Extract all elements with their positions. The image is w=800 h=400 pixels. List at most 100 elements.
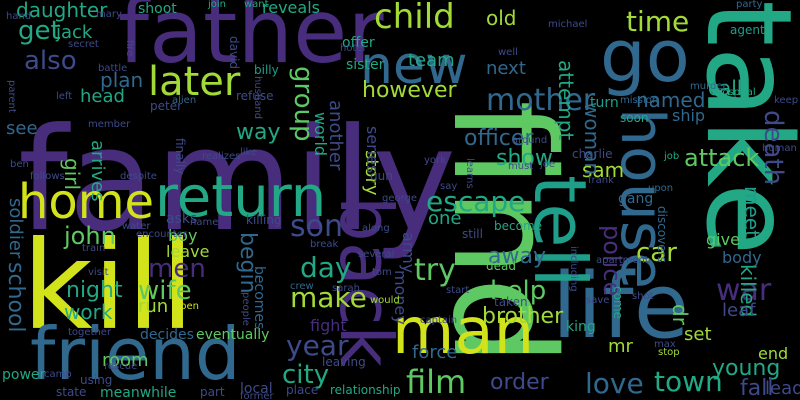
cloud-word: day (300, 251, 352, 284)
cloud-word: come (611, 286, 625, 320)
cloud-word: woman (580, 102, 604, 176)
cloud-word: george (382, 193, 418, 204)
cloud-word: hotel (340, 43, 366, 54)
cloud-word: see (6, 118, 38, 139)
cloud-word: sam (582, 158, 625, 182)
cloud-word: later (148, 59, 241, 105)
cloud-word: several (358, 249, 395, 260)
cloud-word: want (244, 0, 269, 10)
cloud-word: gang (618, 191, 654, 207)
cloud-word: wife (138, 276, 192, 306)
cloud-word: leaving (322, 355, 366, 369)
cloud-word: become (494, 219, 543, 233)
cloud-word: leaf (722, 300, 756, 321)
cloud-word: life (552, 254, 690, 359)
cloud-word: force (412, 342, 458, 363)
cloud-word: work (64, 300, 113, 324)
cloud-word: way (236, 120, 281, 145)
cloud-word: year (286, 329, 349, 362)
cloud-word: boy (168, 226, 198, 245)
cloud-word: story (361, 150, 382, 196)
cloud-word: still (462, 227, 483, 241)
cloud-word: finally (173, 138, 187, 175)
cloud-word: run (138, 296, 169, 317)
cloud-word: discovers (655, 206, 669, 263)
cloud-word: state (56, 385, 87, 399)
cloud-word: murder (690, 81, 727, 92)
cloud-word: crew (290, 281, 314, 292)
cloud-word: hospital (716, 87, 756, 98)
cloud-word: police (598, 225, 626, 297)
cloud-word: hand (6, 11, 32, 22)
cloud-word: fight (310, 316, 347, 335)
cloud-word: ben (10, 159, 29, 170)
cloud-word: killing (246, 213, 282, 227)
cloud-word: joe (540, 159, 556, 170)
cloud-word: encounter (136, 229, 187, 240)
cloud-word: begin (235, 232, 260, 294)
cloud-word: mary (96, 9, 122, 20)
cloud-word: mission (620, 95, 659, 106)
cloud-word: around (512, 135, 548, 146)
cloud-word: jack (56, 22, 93, 43)
cloud-word: house (607, 108, 677, 289)
cloud-word: keep (774, 95, 799, 106)
cloud-word: people (240, 292, 251, 326)
cloud-word: fire (124, 40, 135, 57)
cloud-word: name (190, 217, 219, 228)
cloud-word: parent (6, 80, 17, 113)
cloud-word: attempt (554, 60, 578, 141)
cloud-word: take (680, 0, 800, 256)
cloud-word: along (362, 223, 390, 234)
cloud-word: also (24, 46, 77, 76)
cloud-word: sister (346, 57, 385, 73)
cloud-word: realizes (202, 151, 241, 162)
cloud-word: night (66, 278, 123, 303)
cloud-word: money (391, 270, 410, 325)
cloud-word: one (428, 208, 462, 229)
cloud-word: group (288, 66, 318, 142)
cloud-word: alien (172, 95, 197, 106)
cloud-word: shoot (138, 1, 177, 17)
cloud-word: team (408, 50, 455, 71)
cloud-word: human (762, 143, 797, 154)
cloud-word: member (88, 119, 131, 130)
cloud-word: car (636, 238, 677, 268)
cloud-word: end (758, 344, 789, 363)
cloud-word: asks (166, 211, 198, 227)
cloud-word: home (18, 174, 155, 230)
cloud-word: man (392, 295, 535, 369)
cloud-word: soon (620, 111, 649, 125)
cloud-word: captain (420, 315, 458, 326)
cloud-word: new (360, 36, 468, 96)
cloud-word: water (122, 221, 151, 232)
cloud-word: room (102, 350, 149, 371)
cloud-word: relationship (330, 383, 401, 397)
cloud-word: child (374, 0, 455, 37)
cloud-word: despite (120, 171, 157, 182)
cloud-word: decides (140, 327, 194, 343)
cloud-word: frank (588, 175, 614, 186)
cloud-word: stop (658, 347, 680, 358)
cloud-word: job (664, 151, 680, 162)
cloud-word: like (240, 147, 258, 158)
cloud-word: set (684, 324, 712, 345)
cloud-word: fall (740, 376, 774, 400)
cloud-word: go (600, 14, 690, 98)
cloud-word: dead (486, 259, 516, 273)
cloud-word: old (486, 6, 517, 30)
cloud-word: visit (88, 267, 109, 278)
cloud-word: body (722, 248, 762, 267)
cloud-word: agent (730, 23, 765, 37)
cloud-word: next (486, 58, 526, 79)
cloud-word: king (566, 319, 596, 335)
cloud-word: billy (254, 63, 279, 77)
cloud-word: left (56, 91, 73, 102)
cloud-word: school (3, 262, 28, 333)
cloud-word: officer (464, 126, 534, 151)
cloud-word: young (712, 356, 781, 381)
cloud-word: start (446, 285, 470, 296)
cloud-word: turn (590, 95, 619, 111)
cloud-word: learns (464, 158, 475, 189)
